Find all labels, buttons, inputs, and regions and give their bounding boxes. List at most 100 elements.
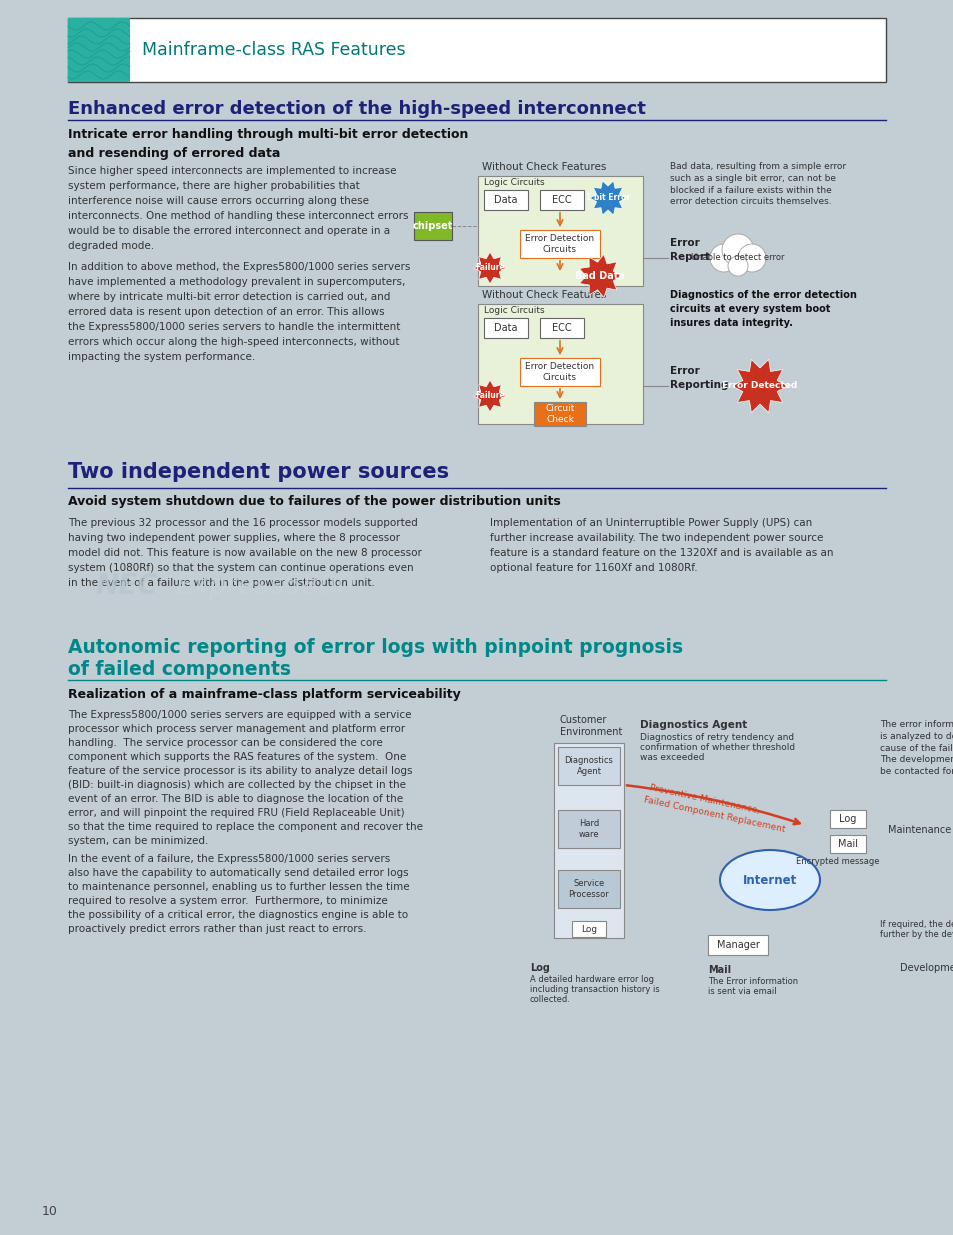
Text: In addition to above method, the Expres5800/1000 series servers: In addition to above method, the Expres5… — [68, 262, 410, 272]
Text: to maintenance personnel, enabling us to further lessen the time: to maintenance personnel, enabling us to… — [68, 882, 409, 892]
Text: including transaction history is: including transaction history is — [530, 986, 659, 994]
FancyBboxPatch shape — [829, 810, 865, 827]
Polygon shape — [578, 254, 621, 298]
Text: Error Detection
Circuits: Error Detection Circuits — [525, 362, 594, 382]
FancyBboxPatch shape — [558, 869, 619, 908]
Text: Log: Log — [839, 814, 856, 824]
Text: Intricate error handling through multi-bit error detection
and resending of erro: Intricate error handling through multi-b… — [68, 128, 468, 161]
Text: Error
Reporting: Error Reporting — [669, 367, 728, 389]
FancyBboxPatch shape — [558, 810, 619, 848]
Text: Bad Data: Bad Data — [575, 270, 624, 282]
FancyBboxPatch shape — [707, 935, 767, 955]
Text: Logic Circuits: Logic Circuits — [483, 306, 544, 315]
Text: ECC: ECC — [552, 195, 571, 205]
Text: Failure: Failure — [475, 391, 504, 400]
FancyBboxPatch shape — [519, 230, 599, 258]
FancyBboxPatch shape — [519, 358, 599, 387]
Text: Error Detected: Error Detected — [721, 382, 797, 390]
Text: Maintenance Group: Maintenance Group — [887, 825, 953, 835]
Polygon shape — [474, 380, 505, 412]
Text: feature of the service processor is its ability to analyze detail logs: feature of the service processor is its … — [68, 766, 412, 776]
Text: Customer
Environment: Customer Environment — [559, 715, 621, 737]
Text: processor which process server management and platform error: processor which process server managemen… — [68, 724, 405, 734]
Text: further by the development groups: further by the development groups — [879, 930, 953, 939]
Text: Logic Circuits: Logic Circuits — [483, 178, 544, 186]
Text: Autonomic reporting of error logs with pinpoint prognosis: Autonomic reporting of error logs with p… — [68, 638, 682, 657]
Text: ECC: ECC — [552, 324, 571, 333]
Text: Diagnostics of the error detection
circuits at every system boot
insures data in: Diagnostics of the error detection circu… — [669, 290, 856, 329]
Text: model did not. This feature is now available on the new 8 processor: model did not. This feature is now avail… — [68, 548, 421, 558]
Text: Development Group: Development Group — [899, 963, 953, 973]
Text: impacting the system performance.: impacting the system performance. — [68, 352, 255, 362]
Text: Diagnostics
Agent: Diagnostics Agent — [564, 756, 613, 776]
Text: error, and will pinpoint the required FRU (Field Replaceable Unit): error, and will pinpoint the required FR… — [68, 808, 404, 818]
Text: optional feature for 1160Xf and 1080Rf.: optional feature for 1160Xf and 1080Rf. — [490, 563, 697, 573]
Text: degraded mode.: degraded mode. — [68, 241, 154, 251]
Text: the Express5800/1000 series servers to handle the intermittent: the Express5800/1000 series servers to h… — [68, 322, 400, 332]
Text: Bad data, resulting from a simple error
such as a single bit error, can not be
b: Bad data, resulting from a simple error … — [669, 162, 845, 206]
Polygon shape — [589, 180, 625, 215]
Circle shape — [709, 245, 738, 272]
Text: is sent via email: is sent via email — [707, 987, 776, 995]
Text: system, can be minimized.: system, can be minimized. — [68, 836, 208, 846]
FancyBboxPatch shape — [534, 403, 585, 426]
FancyBboxPatch shape — [68, 19, 885, 82]
Text: the possibility of a critical error, the diagnostics engine is able to: the possibility of a critical error, the… — [68, 910, 408, 920]
Text: The error information summary
is analyzed to determine the
cause of the failure.: The error information summary is analyze… — [879, 720, 953, 777]
Text: system performance, there are higher probabilities that: system performance, there are higher pro… — [68, 182, 359, 191]
Text: Circuit
Check: Circuit Check — [545, 404, 574, 424]
Text: further increase availability. The two independent power source: further increase availability. The two i… — [490, 534, 822, 543]
Circle shape — [738, 245, 765, 272]
Text: would be to disable the errored interconnect and operate in a: would be to disable the errored intercon… — [68, 226, 390, 236]
Text: Diagnostics Agent: Diagnostics Agent — [639, 720, 746, 730]
Text: where by intricate multi-bit error detection is carried out, and: where by intricate multi-bit error detec… — [68, 291, 390, 303]
Text: The Error information: The Error information — [707, 977, 798, 986]
Text: required to resolve a system error.  Furthermore, to minimize: required to resolve a system error. Furt… — [68, 897, 387, 906]
Text: Mainframe-class RAS Features: Mainframe-class RAS Features — [142, 41, 405, 59]
Text: Unable to detect error: Unable to detect error — [691, 253, 784, 263]
Text: Without Check Features: Without Check Features — [481, 162, 606, 172]
Text: feature is a standard feature on the 1320Xf and is available as an: feature is a standard feature on the 132… — [490, 548, 833, 558]
FancyBboxPatch shape — [829, 835, 865, 853]
Text: Failure: Failure — [475, 263, 504, 273]
Text: Service
Processor: Service Processor — [568, 879, 609, 899]
Circle shape — [721, 233, 753, 266]
Text: Enhanced error detection of the high-speed interconnect: Enhanced error detection of the high-spe… — [68, 100, 645, 119]
Text: A detailed hardware error log: A detailed hardware error log — [530, 974, 654, 984]
Text: event of an error. The BID is able to diagnose the location of the: event of an error. The BID is able to di… — [68, 794, 403, 804]
Text: Error
Reporting: Error Reporting — [669, 238, 728, 262]
Text: errors which occur along the high-speed interconnects, without: errors which occur along the high-speed … — [68, 337, 399, 347]
Text: Data: Data — [494, 324, 517, 333]
Text: interference noise will cause errors occurring along these: interference noise will cause errors occ… — [68, 196, 369, 206]
Text: chipset: chipset — [413, 221, 453, 231]
Text: component which supports the RAS features of the system.  One: component which supports the RAS feature… — [68, 752, 406, 762]
Text: having two independent power supplies, where the 8 processor: having two independent power supplies, w… — [68, 534, 399, 543]
Text: confirmation of whether threshold: confirmation of whether threshold — [639, 743, 794, 752]
FancyBboxPatch shape — [539, 190, 583, 210]
Text: Diagnostics of retry tendency and: Diagnostics of retry tendency and — [639, 734, 793, 742]
FancyBboxPatch shape — [477, 304, 642, 424]
FancyBboxPatch shape — [483, 190, 527, 210]
Text: Encrypted message: Encrypted message — [796, 857, 879, 866]
Text: errored data is resent upon detection of an error. This allows: errored data is resent upon detection of… — [68, 308, 384, 317]
Text: 1 bit Error: 1 bit Error — [585, 194, 629, 203]
Text: Internet: Internet — [742, 873, 797, 887]
FancyBboxPatch shape — [572, 921, 605, 937]
Text: Error Detection
Circuits: Error Detection Circuits — [525, 235, 594, 253]
Text: Data: Data — [494, 195, 517, 205]
Text: Since higher speed interconnects are implemented to increase: Since higher speed interconnects are imp… — [68, 165, 396, 177]
Circle shape — [727, 256, 747, 275]
Text: Hard
ware: Hard ware — [578, 819, 598, 839]
Text: Implementation of an Uninterruptible Power Supply (UPS) can: Implementation of an Uninterruptible Pow… — [490, 517, 811, 529]
FancyBboxPatch shape — [68, 19, 130, 82]
Text: Mail: Mail — [837, 839, 857, 848]
Text: so that the time required to replace the component and recover the: so that the time required to replace the… — [68, 823, 422, 832]
Text: NEC: NEC — [95, 572, 157, 600]
FancyBboxPatch shape — [554, 743, 623, 939]
Text: also have the capability to automatically send detailed error logs: also have the capability to automaticall… — [68, 868, 408, 878]
Text: In the event of a failure, the Express5800/1000 series servers: In the event of a failure, the Express58… — [68, 853, 390, 864]
Text: Failed Component Replacement: Failed Component Replacement — [642, 795, 785, 834]
Text: system (1080Rf) so that the system can continue operations even: system (1080Rf) so that the system can c… — [68, 563, 414, 573]
Text: Log: Log — [530, 963, 549, 973]
Text: Log: Log — [580, 925, 597, 934]
